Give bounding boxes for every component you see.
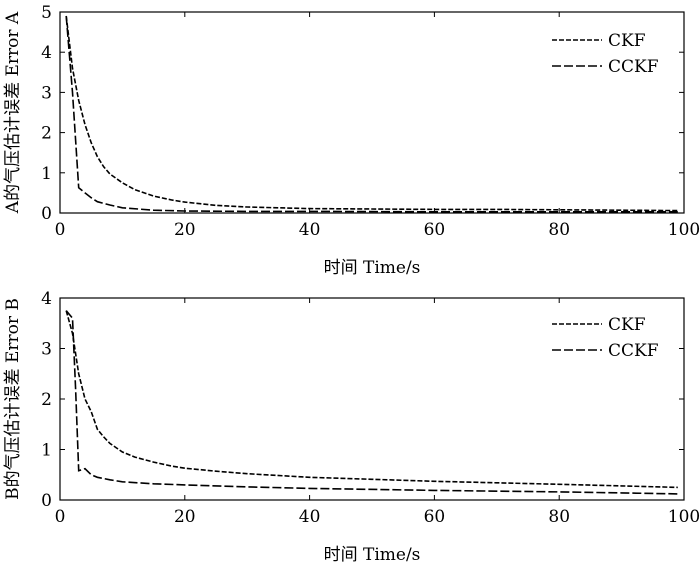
- x-tick-label: 100: [668, 220, 700, 240]
- plot-frame: [59, 11, 685, 214]
- x-axis-label: 时间 Time/s: [324, 258, 421, 278]
- legend-label-cckf: CCKF: [608, 341, 659, 361]
- y-tick-label: 5: [41, 3, 52, 23]
- y-tick-label: 0: [41, 491, 52, 511]
- y-tick-label: 1: [41, 164, 52, 184]
- x-tick-label: 100: [668, 507, 700, 527]
- y-axis-label: A的气压估计误差 Error A: [3, 11, 23, 214]
- y-tick-label: 1: [41, 441, 52, 461]
- y-tick-label: 2: [41, 390, 52, 410]
- x-axis-label: 时间 Time/s: [324, 545, 421, 565]
- legend-label-ckf: CKF: [608, 31, 646, 51]
- y-tick-label: 4: [41, 43, 52, 63]
- legend-label-cckf: CCKF: [608, 57, 659, 77]
- y-tick-label: 2: [41, 124, 52, 144]
- series-line-cckf: [65, 15, 678, 213]
- chart-error-a: 0 20 40 60 80 100 0 1 2 3 4 5 时间 Time/s A的气压估计误差 Erro…: [3, 3, 700, 278]
- series-line-ckf: [65, 310, 678, 489]
- y-tick-label: 0: [41, 204, 52, 224]
- y-tick-label: 3: [41, 83, 52, 103]
- x-tick-label: 60: [424, 507, 446, 527]
- x-tick-label: 0: [55, 220, 66, 240]
- x-tick-label: 20: [174, 507, 196, 527]
- x-tick-label: 60: [424, 220, 446, 240]
- x-tick-label: 40: [299, 507, 321, 527]
- x-tick-label: 80: [548, 220, 570, 240]
- x-tick-label: 20: [174, 220, 196, 240]
- x-tick-label: 80: [548, 507, 570, 527]
- y-axis-label: B的气压估计误差 Error B: [3, 298, 23, 500]
- chart-error-b: 0 20 40 60 80 100 0 1 2 3 4 时间 Time/s B的气压估计误差 Error…: [3, 289, 700, 565]
- plot-frame: [59, 297, 685, 501]
- x-tick-label: 40: [299, 220, 321, 240]
- series-line-cckf: [65, 310, 678, 495]
- y-tick-label: 3: [41, 340, 52, 360]
- series-line-ckf: [65, 15, 678, 212]
- legend-label-ckf: CKF: [608, 315, 646, 335]
- x-tick-label: 0: [55, 507, 66, 527]
- y-tick-label: 4: [41, 289, 52, 309]
